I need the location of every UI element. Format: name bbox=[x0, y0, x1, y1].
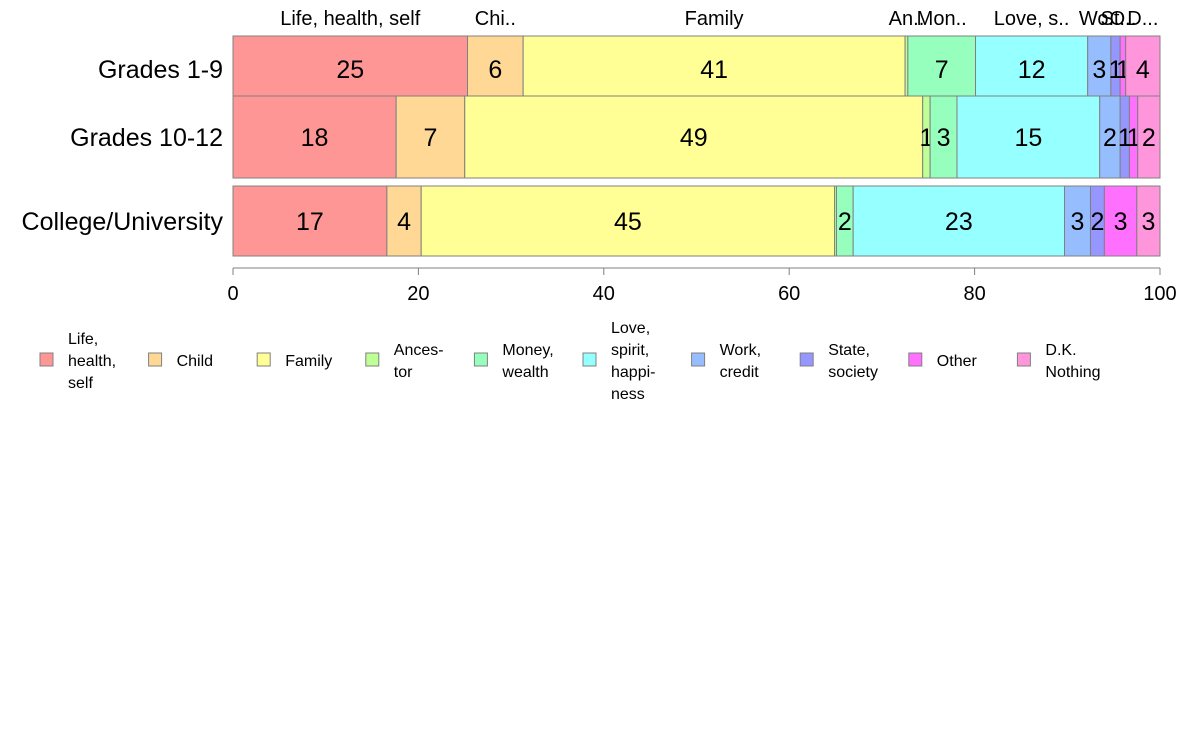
legend-label: Work, credit bbox=[720, 342, 761, 381]
legend-swatch bbox=[799, 352, 814, 367]
category-label: Grades 10-12 bbox=[70, 124, 223, 152]
top-segment-label: Love, s.. bbox=[994, 8, 1070, 30]
bar-segment bbox=[1103, 185, 1138, 257]
top-segment-label: Mon.. bbox=[917, 8, 967, 30]
top-segment-label: Family bbox=[685, 8, 744, 30]
category-label: College/University bbox=[22, 208, 224, 236]
bar-value-label: 18 bbox=[301, 124, 329, 152]
bar-value-label: 17 bbox=[296, 208, 324, 236]
bar-value-label: 2 bbox=[838, 208, 852, 236]
legend-label: State, society bbox=[828, 342, 878, 381]
bar-value-label: 3 bbox=[1114, 208, 1128, 236]
x-tick-label: 40 bbox=[593, 283, 615, 305]
top-segment-label: O.. bbox=[1110, 8, 1137, 30]
legend-label: Other bbox=[937, 353, 978, 370]
top-segment-labels: Life, health, self Chi.. Family An..Mon.. Lo… bbox=[280, 8, 1158, 30]
bar-value-label: 45 bbox=[614, 208, 642, 236]
bar-value-label: 3 bbox=[1092, 56, 1106, 84]
legend-swatch bbox=[691, 352, 706, 367]
bar-value-label: 15 bbox=[1014, 124, 1042, 152]
bar-segment bbox=[1137, 95, 1161, 179]
legend-label: Life, health, self bbox=[68, 331, 116, 392]
bar-segment bbox=[395, 95, 466, 179]
bar-value-label: 49 bbox=[680, 124, 708, 152]
bar-value-label: 3 bbox=[1141, 208, 1155, 236]
bar-value-label: 1 bbox=[1118, 124, 1132, 152]
x-tick-label: 60 bbox=[778, 283, 800, 305]
bar-segment bbox=[929, 95, 958, 179]
top-segment-label: Life, health, self bbox=[280, 8, 421, 30]
legend-swatch bbox=[365, 352, 380, 367]
bar-value-label: 6 bbox=[488, 56, 502, 84]
top-segment-label: St.. bbox=[1100, 8, 1130, 30]
bar-segment bbox=[1064, 185, 1091, 257]
bar-value-label: 7 bbox=[423, 124, 437, 152]
bar-value-label: 1 bbox=[1127, 124, 1141, 152]
bar-segment bbox=[907, 35, 977, 103]
x-tick-label: 20 bbox=[407, 283, 429, 305]
bar-value-label: 12 bbox=[1018, 56, 1046, 84]
bar-value-label: 2 bbox=[1090, 208, 1104, 236]
x-tick-label: 100 bbox=[1143, 283, 1176, 305]
legend-swatch bbox=[908, 352, 923, 367]
category-label: Grades 1-9 bbox=[98, 56, 223, 84]
bar-value-label: 25 bbox=[336, 56, 364, 84]
bar-segment bbox=[232, 95, 397, 179]
top-segment-label: Chi.. bbox=[475, 8, 516, 30]
legend-label: Money, wealth bbox=[501, 342, 553, 381]
legend-swatch bbox=[1016, 352, 1031, 367]
legend-swatch bbox=[148, 352, 163, 367]
bar-segment bbox=[852, 185, 1066, 257]
bars-group: 25 6 41 7 12 3 11 418 7 49 1 3 15 2 11 217 4 45 2 23 3 2 3 3 bbox=[232, 35, 1161, 257]
legend-swatch bbox=[582, 352, 597, 367]
bar-value-label: 4 bbox=[397, 208, 411, 236]
legend-label: Ances-tor bbox=[394, 342, 444, 381]
top-segment-label: Wo.. bbox=[1079, 8, 1120, 30]
top-segment-label: An.. bbox=[889, 8, 925, 30]
bar-segment bbox=[1125, 35, 1161, 103]
legend-label: D.K. Nothing bbox=[1045, 342, 1100, 381]
legend-label: Love, spirit, happi-ness bbox=[611, 320, 655, 403]
bar-value-label: 3 bbox=[937, 124, 951, 152]
x-axis: 0 20 40 60 80 100 bbox=[227, 267, 1177, 305]
x-tick-label: 0 bbox=[227, 283, 238, 305]
bar-value-label: 2 bbox=[1103, 124, 1117, 152]
legend-swatch bbox=[473, 352, 488, 367]
bar-segment bbox=[232, 185, 388, 257]
bar-segment bbox=[420, 185, 836, 257]
x-tick-label: 80 bbox=[963, 283, 985, 305]
top-segment-label: D... bbox=[1127, 8, 1158, 30]
bar-segment bbox=[1136, 185, 1161, 257]
bar-value-label: 23 bbox=[945, 208, 973, 236]
legend-label: Family bbox=[285, 353, 332, 370]
bar-value-label: 7 bbox=[935, 56, 949, 84]
legend-swatch bbox=[39, 352, 54, 367]
legend: Life, health, self Child Family Ances-tor Mone… bbox=[39, 320, 1101, 403]
bar-segment bbox=[467, 35, 524, 103]
bar-value-label: 4 bbox=[1136, 56, 1150, 84]
bar-value-label: 2 bbox=[1142, 124, 1156, 152]
category-labels: Grades 1-9 Grades 10-12 College/University bbox=[22, 56, 224, 236]
bar-segment bbox=[975, 35, 1089, 103]
bar-segment bbox=[386, 185, 422, 257]
legend-label: Child bbox=[177, 353, 213, 370]
bar-value-label: 3 bbox=[1071, 208, 1085, 236]
legend-swatch bbox=[256, 352, 271, 367]
bar-segment bbox=[522, 35, 906, 103]
bar-value-label: 41 bbox=[700, 56, 728, 84]
bar-value-label: 1 bbox=[1109, 56, 1123, 84]
bar-segment bbox=[464, 95, 924, 179]
